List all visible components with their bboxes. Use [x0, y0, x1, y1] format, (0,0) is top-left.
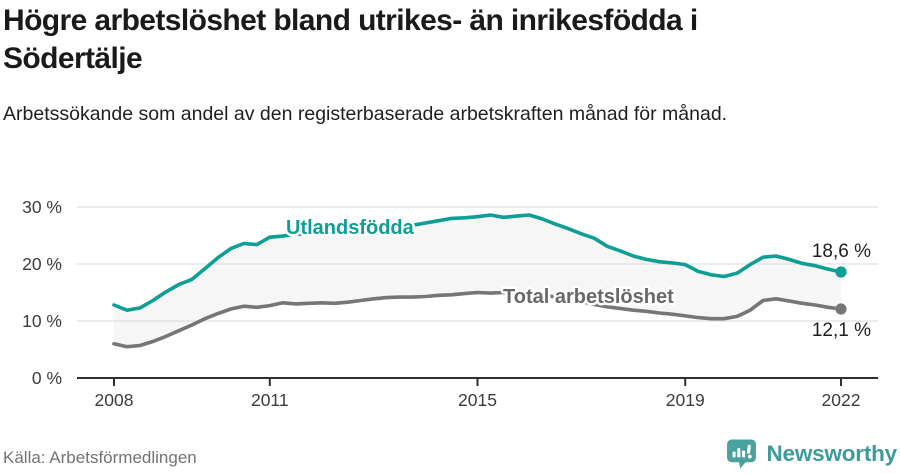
- series-label-utlandsfodda: Utlandsfödda: [286, 217, 415, 239]
- band-between-series: [114, 215, 841, 347]
- y-axis-tick-label: 10 %: [22, 311, 62, 331]
- source-note: Källa: Arbetsförmedlingen: [3, 448, 197, 467]
- series-end-value-label: 12,1 %: [812, 320, 871, 341]
- x-axis-tick-label: 2019: [666, 390, 705, 410]
- page-title: Högre arbetslöshet bland utrikes- än inr…: [3, 4, 698, 75]
- x-axis-tick-label: 2011: [251, 390, 289, 410]
- series-end-value-label: 18,6 %: [812, 241, 871, 262]
- y-axis-tick-label: 0 %: [32, 368, 62, 388]
- series-line-total: [112, 290, 843, 349]
- x-axis-tick-label: 2015: [458, 390, 497, 410]
- newsworthy-pin-bar-chart-icon: [727, 439, 757, 469]
- series-line-utlandsfodda: [112, 213, 843, 312]
- series-end-dot: [835, 266, 847, 278]
- line-chart: 0 % 10 % 20 % 30 % 2008 2011 2015 2019 2022 Utlan…: [0, 185, 900, 430]
- series-label-total: Total arbetslöshet: [503, 286, 674, 308]
- chart-subtitle: Arbetssökande som andel av den registerb…: [3, 103, 728, 125]
- y-axis-tick-label: 20 %: [22, 254, 62, 274]
- unemployment-line-chart-svg: 0 % 10 % 20 % 30 % 2008 2011 2015 2019 2022 Utlan…: [22, 197, 878, 410]
- series-end-dot: [835, 303, 847, 315]
- newsworthy-logo: Newsworthy: [726, 438, 897, 470]
- y-axis-tick-label: 30 %: [22, 197, 62, 217]
- x-axis-tick-label: 2022: [822, 390, 861, 410]
- x-axis-tick-label: 2008: [95, 390, 134, 410]
- newsworthy-logo-text: Newsworthy: [766, 441, 897, 466]
